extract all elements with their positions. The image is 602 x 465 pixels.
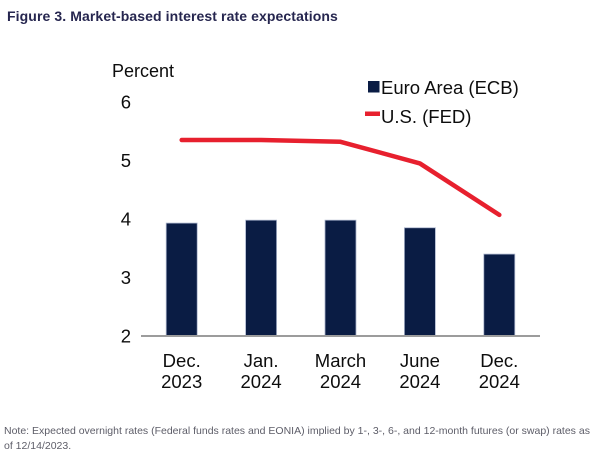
x-axis-label: June 2024 <box>399 350 440 392</box>
y-tick-label: 5 <box>121 150 131 171</box>
euro-area-bar <box>483 253 516 337</box>
x-axis-labels: Dec. 2023 Jan. 2024 March 2024 June 2024 Dec. 202… <box>161 350 520 392</box>
euro-area-bar <box>245 219 278 337</box>
legend-us-fed-label: U.S. (FED) <box>381 106 471 127</box>
x-axis-label: Jan. 2024 <box>241 350 282 392</box>
y-axis-title: Percent <box>112 61 175 81</box>
euro-area-bar <box>403 227 436 337</box>
y-tick-label: 2 <box>121 326 131 347</box>
legend-us-fed-marker-icon <box>365 111 380 116</box>
legend-euro-area-marker-icon <box>368 81 380 93</box>
euro-area-bar <box>165 222 198 337</box>
y-tick-label: 3 <box>121 267 131 288</box>
y-tick-label: 6 <box>121 92 131 113</box>
y-tick-label: 4 <box>121 209 131 230</box>
figure-title: Figure 3. Market-based interest rate exp… <box>7 8 338 24</box>
y-axis-tick-labels: 6 5 4 3 2 <box>121 92 131 347</box>
legend: Euro Area (ECB) U.S. (FED) <box>365 77 519 127</box>
euro-area-bar-series <box>165 219 516 337</box>
figure-note: Note: Expected overnight rates (Federal … <box>4 425 590 453</box>
x-axis-label: March 2024 <box>315 350 366 392</box>
x-axis-label: Dec. 2024 <box>479 350 520 392</box>
us-fed-line-series <box>179 137 502 218</box>
euro-area-bar <box>324 219 357 337</box>
legend-euro-area-label: Euro Area (ECB) <box>381 77 519 98</box>
x-axis-label: Dec. 2023 <box>161 350 202 392</box>
